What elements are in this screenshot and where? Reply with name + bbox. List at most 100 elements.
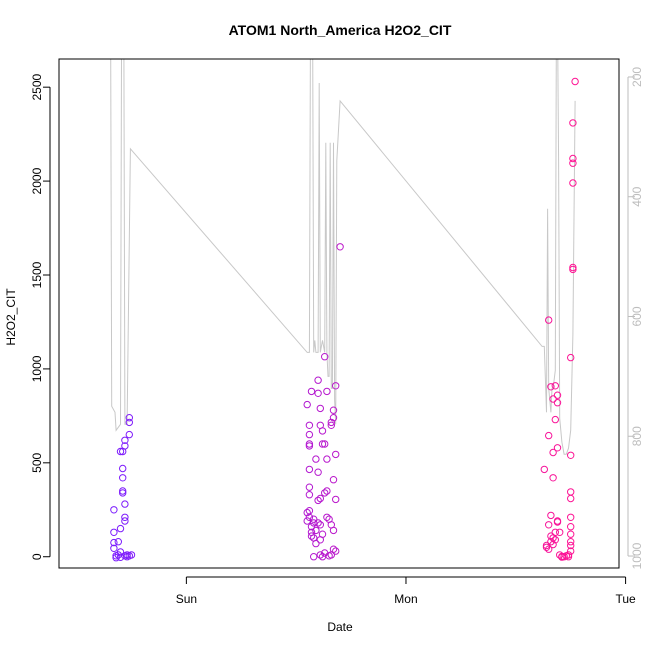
data-point — [110, 528, 118, 536]
data-point — [119, 474, 127, 482]
data-point — [336, 243, 344, 251]
data-point — [567, 451, 575, 459]
data-point — [567, 538, 575, 546]
data-point — [316, 404, 324, 413]
data-point — [323, 513, 331, 521]
data-point — [545, 521, 553, 529]
data-point — [329, 526, 338, 535]
y-tick-label: 1000 — [30, 355, 44, 382]
data-point — [551, 528, 559, 536]
data-point — [564, 551, 573, 559]
data-point — [549, 474, 557, 482]
data-point — [569, 119, 577, 127]
data-point — [551, 415, 559, 424]
data-point — [323, 487, 331, 495]
data-point — [305, 483, 314, 491]
data-point — [556, 528, 564, 536]
data-point — [312, 455, 320, 463]
data-point — [547, 383, 555, 391]
data-point — [121, 517, 129, 525]
data-point — [549, 540, 557, 549]
data-point — [567, 513, 575, 521]
data-point — [569, 265, 577, 274]
data-point — [121, 442, 129, 450]
data-point — [305, 430, 314, 439]
data-point — [567, 523, 575, 531]
data-point — [119, 487, 127, 495]
data-point — [567, 488, 575, 496]
y-tick-label: 2500 — [30, 74, 44, 101]
data-point — [305, 513, 314, 521]
data-point — [569, 159, 577, 167]
data-point — [553, 391, 562, 399]
data-point — [110, 544, 118, 552]
secondary-tick-label: 800 — [630, 426, 644, 446]
data-point — [303, 400, 311, 409]
data-point — [569, 263, 577, 272]
data-point — [116, 548, 125, 556]
data-point — [127, 551, 136, 559]
data-point — [567, 353, 575, 362]
data-point — [551, 536, 559, 544]
plot-frame — [58, 58, 620, 569]
data-point — [314, 468, 322, 476]
data-point — [119, 489, 127, 497]
chart-title: ATOM1 North_America H2O2_CIT — [229, 22, 452, 38]
data-point — [110, 506, 118, 514]
data-point — [312, 526, 320, 535]
data-point — [547, 511, 555, 520]
secondary-tick-label: 200 — [630, 67, 644, 87]
data-point — [567, 530, 575, 538]
data-point — [540, 465, 548, 474]
data-point — [329, 414, 338, 422]
secondary-tick-label: 400 — [630, 186, 644, 206]
axis-layer: Sun Mon Tue 0 500 1000 1500 2000 2500 200 400 600 80… — [30, 67, 644, 606]
data-point — [314, 376, 322, 384]
data-point — [569, 154, 577, 163]
y-tick-label: 0 — [30, 553, 44, 560]
data-point — [314, 496, 322, 505]
secondary-tick-label: 1000 — [630, 542, 644, 569]
data-point — [119, 464, 127, 473]
data-point — [329, 545, 338, 553]
data-point — [316, 551, 324, 559]
data-point — [571, 77, 579, 86]
data-point — [305, 465, 314, 474]
data-point — [551, 382, 559, 390]
data-point — [307, 523, 316, 531]
data-point — [332, 495, 340, 504]
data-point — [549, 395, 557, 403]
secondary-tick-label: 600 — [630, 306, 644, 326]
data-point — [121, 513, 129, 521]
data-point — [125, 418, 134, 427]
data-point — [125, 414, 134, 422]
data-point — [332, 382, 340, 390]
data-point — [310, 519, 318, 527]
data-point — [327, 418, 335, 427]
data-point — [318, 427, 327, 435]
data-point — [305, 421, 314, 429]
data-point — [305, 442, 314, 450]
data-point — [329, 476, 338, 484]
data-point — [110, 538, 118, 547]
data-point — [121, 436, 129, 444]
data-point — [553, 399, 562, 407]
data-point — [321, 489, 329, 497]
data-point — [310, 515, 318, 523]
data-point — [321, 440, 329, 448]
data-point — [303, 508, 311, 517]
data-point — [547, 532, 555, 540]
data-point — [329, 406, 338, 414]
data-point — [553, 444, 562, 452]
data-point — [314, 519, 322, 527]
data-point — [553, 518, 562, 526]
x-axis-label: Date — [327, 620, 353, 634]
data-point — [305, 491, 314, 499]
data-point — [114, 538, 123, 546]
y-tick-label: 500 — [30, 452, 44, 472]
data-point — [321, 353, 329, 361]
data-point — [569, 179, 577, 187]
data-point — [307, 387, 316, 396]
data-point — [332, 547, 340, 555]
